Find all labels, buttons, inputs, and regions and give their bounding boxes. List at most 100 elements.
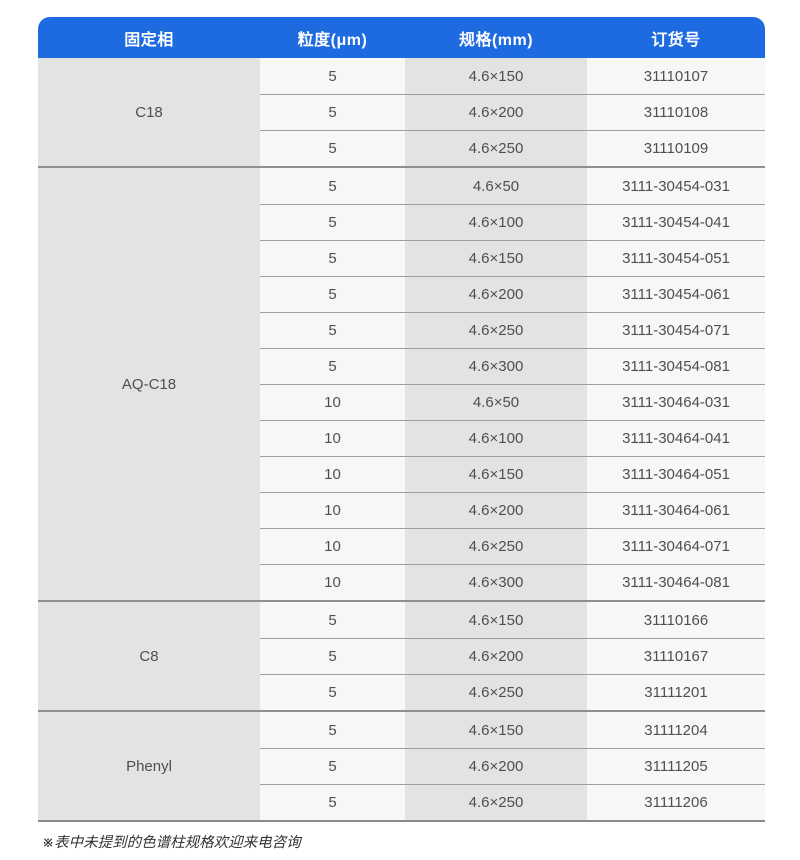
particle-size-cell: 5 bbox=[260, 205, 405, 240]
particle-size-cell: 5 bbox=[260, 241, 405, 276]
order-number-cell: 3111-30464-081 bbox=[587, 565, 765, 600]
particle-size-cell: 5 bbox=[260, 712, 405, 748]
group-rows: 5 4.6×150 31110166 5 4.6×200 31110167 5 … bbox=[260, 602, 765, 710]
order-number-cell: 3111-30454-071 bbox=[587, 313, 765, 348]
spec-cell: 4.6×200 bbox=[405, 95, 587, 130]
order-number-cell: 3111-30464-041 bbox=[587, 421, 765, 456]
catalog-table: 固定相 粒度(μm) 规格(mm) 订货号 C18 5 4.6×150 3111… bbox=[38, 17, 765, 822]
particle-size-cell: 10 bbox=[260, 493, 405, 528]
particle-size-cell: 5 bbox=[260, 785, 405, 820]
table-row: 5 4.6×150 31111204 bbox=[260, 712, 765, 748]
table-row: 5 4.6×300 3111-30454-081 bbox=[260, 348, 765, 384]
spec-cell: 4.6×150 bbox=[405, 58, 587, 94]
spec-cell: 4.6×150 bbox=[405, 712, 587, 748]
order-number-cell: 31110108 bbox=[587, 95, 765, 130]
table-row: 10 4.6×50 3111-30464-031 bbox=[260, 384, 765, 420]
footnote: ※表中未提到的色谱柱规格欢迎来电咨询 bbox=[42, 835, 301, 851]
header-col-spec: 规格(mm) bbox=[458, 31, 534, 49]
particle-size-cell: 5 bbox=[260, 349, 405, 384]
phase-cell: C18 bbox=[38, 58, 260, 166]
particle-size-cell: 10 bbox=[260, 565, 405, 600]
phase-group-c18: C18 5 4.6×150 31110107 5 4.6×200 3111010… bbox=[38, 58, 765, 166]
table-row: 5 4.6×100 3111-30454-041 bbox=[260, 204, 765, 240]
table-row: 5 4.6×200 31111205 bbox=[260, 748, 765, 784]
table-body: C18 5 4.6×150 31110107 5 4.6×200 3111010… bbox=[38, 58, 765, 822]
particle-size-cell: 10 bbox=[260, 457, 405, 492]
table-row: 10 4.6×300 3111-30464-081 bbox=[260, 564, 765, 600]
spec-cell: 4.6×250 bbox=[405, 313, 587, 348]
order-number-cell: 31111205 bbox=[587, 749, 765, 784]
phase-cell: Phenyl bbox=[38, 712, 260, 820]
table-row: 5 4.6×150 31110166 bbox=[260, 602, 765, 638]
table-row: 5 4.6×150 31110107 bbox=[260, 58, 765, 94]
particle-size-cell: 10 bbox=[260, 385, 405, 420]
spec-cell: 4.6×200 bbox=[405, 277, 587, 312]
spec-cell: 4.6×200 bbox=[405, 493, 587, 528]
phase-cell: AQ-C18 bbox=[38, 168, 260, 600]
table-row: 10 4.6×150 3111-30464-051 bbox=[260, 456, 765, 492]
order-number-cell: 31110167 bbox=[587, 639, 765, 674]
particle-size-cell: 10 bbox=[260, 529, 405, 564]
particle-size-cell: 5 bbox=[260, 131, 405, 166]
table-row: 10 4.6×250 3111-30464-071 bbox=[260, 528, 765, 564]
spec-cell: 4.6×300 bbox=[405, 349, 587, 384]
spec-cell: 4.6×300 bbox=[405, 565, 587, 600]
phase-group-c8: C8 5 4.6×150 31110166 5 4.6×200 31110167… bbox=[38, 600, 765, 710]
table-row: 10 4.6×100 3111-30464-041 bbox=[260, 420, 765, 456]
group-rows: 5 4.6×150 31110107 5 4.6×200 31110108 5 … bbox=[260, 58, 765, 166]
order-number-cell: 3111-30454-081 bbox=[587, 349, 765, 384]
spec-cell: 4.6×250 bbox=[405, 131, 587, 166]
spec-cell: 4.6×150 bbox=[405, 241, 587, 276]
table-row: 5 4.6×250 31111206 bbox=[260, 784, 765, 820]
table-row: 5 4.6×200 31110167 bbox=[260, 638, 765, 674]
phase-group-phenyl: Phenyl 5 4.6×150 31111204 5 4.6×200 3111… bbox=[38, 710, 765, 820]
order-number-cell: 31111204 bbox=[587, 712, 765, 748]
order-number-cell: 3111-30464-051 bbox=[587, 457, 765, 492]
order-number-cell: 3111-30464-031 bbox=[587, 385, 765, 420]
order-number-cell: 3111-30454-051 bbox=[587, 241, 765, 276]
table-row: 5 4.6×250 31111201 bbox=[260, 674, 765, 710]
table-row: 5 4.6×150 3111-30454-051 bbox=[260, 240, 765, 276]
order-number-cell: 3111-30454-041 bbox=[587, 205, 765, 240]
particle-size-cell: 5 bbox=[260, 675, 405, 710]
particle-size-cell: 10 bbox=[260, 421, 405, 456]
spec-cell: 4.6×250 bbox=[405, 785, 587, 820]
group-rows: 5 4.6×50 3111-30454-031 5 4.6×100 3111-3… bbox=[260, 168, 765, 600]
particle-size-cell: 5 bbox=[260, 749, 405, 784]
table-row: 5 4.6×200 31110108 bbox=[260, 94, 765, 130]
order-number-cell: 31110107 bbox=[587, 58, 765, 94]
order-number-cell: 3111-30464-061 bbox=[587, 493, 765, 528]
spec-cell: 4.6×250 bbox=[405, 529, 587, 564]
table-row: 5 4.6×250 31110109 bbox=[260, 130, 765, 166]
particle-size-cell: 5 bbox=[260, 168, 405, 204]
spec-cell: 4.6×100 bbox=[405, 421, 587, 456]
header-col-order-no: 订货号 bbox=[651, 31, 701, 49]
spec-cell: 4.6×50 bbox=[405, 385, 587, 420]
table-header-row: 固定相 粒度(μm) 规格(mm) 订货号 bbox=[38, 17, 765, 58]
particle-size-cell: 5 bbox=[260, 277, 405, 312]
spec-cell: 4.6×100 bbox=[405, 205, 587, 240]
header-col-particle-size: 粒度(μm) bbox=[297, 31, 368, 49]
spec-cell: 4.6×250 bbox=[405, 675, 587, 710]
particle-size-cell: 5 bbox=[260, 639, 405, 674]
order-number-cell: 31110166 bbox=[587, 602, 765, 638]
spec-cell: 4.6×200 bbox=[405, 639, 587, 674]
order-number-cell: 3111-30454-061 bbox=[587, 277, 765, 312]
header-col-phase: 固定相 bbox=[124, 31, 174, 49]
table-row: 5 4.6×250 3111-30454-071 bbox=[260, 312, 765, 348]
group-rows: 5 4.6×150 31111204 5 4.6×200 31111205 5 … bbox=[260, 712, 765, 820]
order-number-cell: 31110109 bbox=[587, 131, 765, 166]
table-row: 10 4.6×200 3111-30464-061 bbox=[260, 492, 765, 528]
particle-size-cell: 5 bbox=[260, 95, 405, 130]
table-row: 5 4.6×200 3111-30454-061 bbox=[260, 276, 765, 312]
order-number-cell: 3111-30464-071 bbox=[587, 529, 765, 564]
spec-cell: 4.6×150 bbox=[405, 457, 587, 492]
phase-cell: C8 bbox=[38, 602, 260, 710]
order-number-cell: 3111-30454-031 bbox=[587, 168, 765, 204]
particle-size-cell: 5 bbox=[260, 313, 405, 348]
table-row: 5 4.6×50 3111-30454-031 bbox=[260, 168, 765, 204]
order-number-cell: 31111206 bbox=[587, 785, 765, 820]
particle-size-cell: 5 bbox=[260, 602, 405, 638]
phase-group-aq-c18: AQ-C18 5 4.6×50 3111-30454-031 5 4.6×100… bbox=[38, 166, 765, 600]
